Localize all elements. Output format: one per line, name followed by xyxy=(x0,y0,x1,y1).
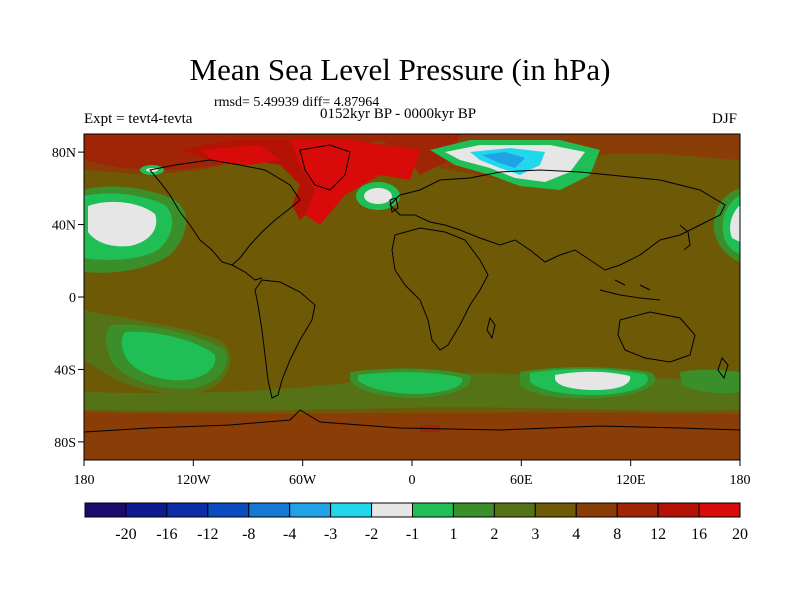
colorbar-swatch xyxy=(84,502,127,518)
lon-tick-label: 180 xyxy=(730,473,751,488)
lon-tick-label: 0 xyxy=(409,473,416,488)
colorbar-label: -1 xyxy=(406,526,419,543)
colorbar-swatch xyxy=(166,502,209,518)
period-label: 0152kyr BP - 0000kyr BP xyxy=(320,106,477,122)
experiment-label: Expt = tevt4-tevta xyxy=(84,111,193,127)
latitude-axis: 80N 40N 0 40S 80S xyxy=(52,146,84,451)
field-region xyxy=(730,205,740,242)
colorbar-label: 12 xyxy=(650,526,666,543)
pressure-field xyxy=(84,134,740,460)
colorbar-swatch xyxy=(125,502,168,518)
lat-tick-label: 40N xyxy=(52,219,76,234)
colorbar-label: -20 xyxy=(115,526,136,543)
field-region xyxy=(358,372,463,394)
colorbar-swatch xyxy=(248,502,291,518)
rmsd-diff-stats: rmsd= 5.49939 diff= 4.87964 xyxy=(214,95,380,110)
colorbar-label: -16 xyxy=(156,526,177,543)
colorbar-label: 20 xyxy=(732,526,748,543)
colorbar-label: -12 xyxy=(197,526,218,543)
colorbar-swatch xyxy=(452,502,495,518)
coastlines xyxy=(84,144,740,433)
longitude-axis: 180 120W 60W 0 60E 120E 180 xyxy=(74,460,751,488)
colorbar-label: -4 xyxy=(283,526,296,543)
lat-tick-label: 0 xyxy=(69,291,76,306)
lat-tick-label: 80N xyxy=(52,146,76,161)
colorbar-swatch xyxy=(371,502,413,518)
colorbar-label: 16 xyxy=(691,526,707,543)
field-region xyxy=(88,201,157,247)
lat-tick-label: 80S xyxy=(54,436,76,451)
field-region xyxy=(121,331,216,381)
colorbar: -20 -16 -12 -8 -4 -3 -2 -1 1 2 3 4 8 12 16 20 xyxy=(84,502,748,543)
colorbar-swatch xyxy=(534,502,577,518)
lon-tick-label: 180 xyxy=(74,473,95,488)
colorbar-label: 3 xyxy=(531,526,539,543)
map-title: Mean Sea Level Pressure (in hPa) xyxy=(189,52,611,87)
field-region xyxy=(84,412,740,460)
base-field xyxy=(84,134,740,460)
colorbar-label: -3 xyxy=(324,526,337,543)
season-label: DJF xyxy=(712,111,738,127)
colorbar-swatch xyxy=(289,502,332,518)
colorbar-swatch xyxy=(493,502,536,518)
field-region xyxy=(482,152,525,168)
colorbar-swatch xyxy=(207,502,250,518)
colorbar-swatch xyxy=(657,502,700,518)
colorbar-label: 8 xyxy=(613,526,621,543)
lon-tick-label: 60E xyxy=(510,473,533,488)
colorbar-swatch xyxy=(412,502,454,518)
colorbar-swatch xyxy=(575,502,618,518)
colorbar-label: -8 xyxy=(242,526,255,543)
colorbar-label: -2 xyxy=(365,526,378,543)
lon-tick-label: 60W xyxy=(289,473,317,488)
lon-tick-label: 120E xyxy=(616,473,646,488)
colorbar-label: 1 xyxy=(449,526,457,543)
field-region xyxy=(555,371,631,390)
colorbar-label: 2 xyxy=(490,526,498,543)
field-region xyxy=(290,140,420,225)
lat-tick-label: 40S xyxy=(54,363,76,378)
colorbar-swatch xyxy=(616,502,659,518)
colorbar-swatch xyxy=(330,502,373,518)
colorbar-swatch xyxy=(698,502,741,518)
field-region xyxy=(364,188,392,204)
colorbar-label: 4 xyxy=(572,526,580,543)
field-region xyxy=(200,145,280,165)
lon-tick-label: 120W xyxy=(176,473,211,488)
